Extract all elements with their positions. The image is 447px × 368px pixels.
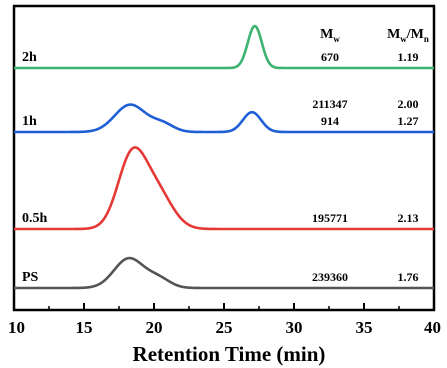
data-table: Mw Mw/Mn 670 1.19 211347 914 2.00 1.27 195771 2.1…	[312, 27, 429, 284]
x-axis: 10 15 20 25 30 35 40	[8, 303, 441, 337]
pdi-cell-2-0: 2.13	[398, 211, 419, 225]
x-axis-title: Retention Time (min)	[133, 342, 326, 366]
trace-3	[13, 256, 435, 290]
trace-label-2: 0.5h	[22, 211, 48, 226]
x-tick-label-4: 30	[286, 318, 303, 337]
trace-label-3: PS	[22, 270, 39, 285]
trace-2	[13, 146, 435, 231]
trace-1	[13, 103, 435, 134]
x-tick-label-2: 20	[146, 318, 163, 337]
trace-0	[13, 24, 435, 70]
x-tick-label-6: 40	[424, 318, 441, 337]
mw-cell-1-0: 211347	[312, 97, 347, 111]
mw-cell-1-1: 914	[321, 114, 339, 128]
pdi-cell-0-0: 1.19	[398, 50, 419, 64]
header-mw: Mw	[320, 27, 340, 44]
pdi-cell-1-1: 1.27	[398, 114, 419, 128]
trace-label-0: 2h	[22, 50, 37, 65]
pdi-cell-3-0: 1.76	[398, 270, 419, 284]
mw-cell-3-0: 239360	[312, 270, 348, 284]
x-tick-label-5: 35	[356, 318, 373, 337]
mw-cell-0-0: 670	[321, 50, 339, 64]
x-tick-label-3: 25	[216, 318, 233, 337]
x-tick-label-0: 10	[8, 318, 25, 337]
header-pdi: Mw/Mn	[387, 27, 429, 44]
pdi-cell-1-0: 2.00	[398, 97, 419, 111]
mw-cell-2-0: 195771	[312, 211, 348, 225]
trace-label-1: 1h	[22, 114, 37, 129]
plot-frame	[12, 4, 436, 312]
x-tick-label-1: 15	[76, 318, 93, 337]
traces: 2h 1h 0.5h PS	[13, 24, 435, 290]
